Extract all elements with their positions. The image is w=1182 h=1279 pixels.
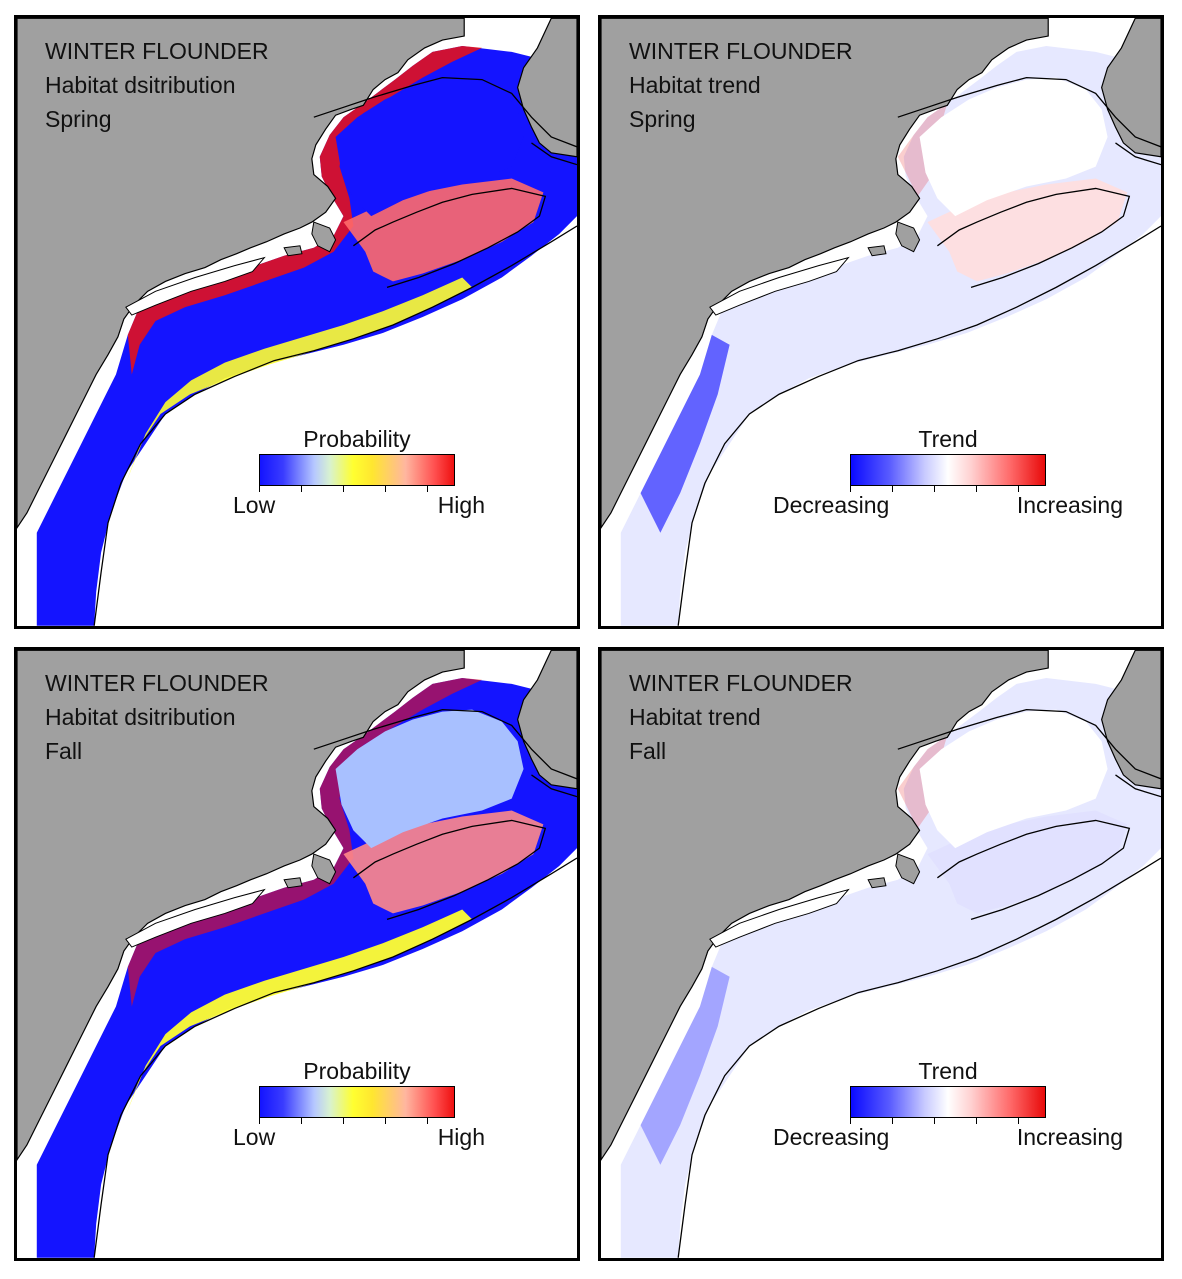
isobath-line — [1115, 142, 1161, 166]
map-canvas — [17, 18, 577, 626]
legend-title: Trend — [918, 426, 978, 452]
long-island — [125, 888, 266, 948]
isobath-line — [313, 76, 577, 148]
land-mass — [17, 18, 465, 529]
legend-low-label: Decreasing — [773, 1124, 890, 1150]
land-mass-nova-scotia — [1101, 650, 1161, 790]
gulf-of-maine-basin — [335, 709, 524, 849]
island — [283, 245, 303, 257]
isobath-line — [353, 819, 547, 920]
legend-low-label: Low — [233, 492, 276, 518]
land-mass — [17, 650, 465, 1161]
legend-labels: Decreasing Increasing — [773, 492, 1123, 522]
legend-colorbar — [850, 1086, 1046, 1118]
decreasing-trend-area — [640, 966, 730, 1165]
isobath-line — [313, 708, 577, 780]
land-mass-nova-scotia — [1101, 18, 1161, 158]
trend-legend: Trend Decreasing Increasing — [773, 1058, 1123, 1154]
cape-cod — [311, 221, 337, 253]
island — [867, 877, 887, 889]
high-probability-nearshore — [127, 45, 483, 375]
legend-high-label: High — [437, 492, 485, 518]
isobath-line — [677, 225, 1161, 626]
map-panel-fall-trend: WINTER FLOUNDER Habitat trend Fall Trend… — [598, 647, 1164, 1261]
long-island — [125, 256, 266, 316]
isobath-line — [937, 187, 1131, 288]
legend-title: Probability — [303, 426, 411, 452]
land-mass — [601, 650, 1049, 1161]
land-mass-nova-scotia — [517, 650, 577, 790]
probability-legend: Probability Low High — [227, 426, 487, 522]
legend-ticks — [259, 486, 455, 492]
isobath-line — [531, 142, 577, 166]
legend-labels: Low High — [227, 492, 487, 522]
legend-colorbar — [259, 454, 455, 486]
land-mass — [601, 18, 1049, 529]
habitat-transition-band — [125, 277, 473, 484]
season-title: Spring — [629, 106, 696, 132]
isobath-line — [531, 774, 577, 798]
high-probability-nearshore — [127, 677, 483, 1007]
map-canvas — [17, 650, 577, 1258]
trend-legend: Trend Decreasing Increasing — [773, 426, 1123, 522]
cape-cod — [311, 853, 337, 885]
legend-low-label: Low — [233, 1124, 276, 1150]
legend-ticks — [259, 1118, 455, 1124]
legend-ticks — [850, 1118, 1046, 1124]
legend-colorbar — [850, 454, 1046, 486]
gulf-of-maine-basin — [919, 709, 1108, 849]
legend-ticks — [850, 486, 1046, 492]
map-canvas — [601, 650, 1161, 1258]
legend-labels: Low High — [227, 1124, 487, 1154]
species-title: WINTER FLOUNDER — [45, 670, 269, 696]
season-title: Fall — [45, 738, 83, 764]
season-title: Spring — [45, 106, 112, 132]
cape-cod — [895, 221, 921, 253]
legend-high-label: Increasing — [1016, 492, 1123, 518]
panel-title: WINTER FLOUNDER Habitat dsitribution Fal… — [45, 666, 269, 768]
land-mass-nova-scotia — [517, 18, 577, 158]
island — [283, 877, 303, 889]
long-island — [709, 256, 850, 316]
map-panel-spring-trend: WINTER FLOUNDER Habitat trend Spring Tre… — [598, 15, 1164, 629]
season-title: Fall — [629, 738, 667, 764]
isobath-line — [937, 819, 1131, 920]
legend-low-label: Decreasing — [773, 492, 890, 518]
legend-title: Trend — [918, 1058, 978, 1084]
panel-title: WINTER FLOUNDER Habitat trend Spring — [629, 34, 853, 136]
legend-high-label: High — [437, 1124, 485, 1150]
species-title: WINTER FLOUNDER — [45, 38, 269, 64]
isobath-line — [93, 225, 577, 626]
island — [867, 245, 887, 257]
legend-labels: Decreasing Increasing — [773, 1124, 1123, 1154]
map-panel-spring-distribution: WINTER FLOUNDER Habitat dsitribution Spr… — [14, 15, 580, 629]
decreasing-trend-area — [640, 334, 730, 533]
isobath-line — [897, 76, 1161, 148]
habitat-transition-band — [125, 909, 473, 1116]
map-type-title: Habitat trend — [629, 704, 761, 730]
isobath-line — [897, 708, 1161, 780]
isobath-line — [677, 857, 1161, 1258]
legend-title: Probability — [303, 1058, 411, 1084]
cape-cod — [895, 853, 921, 885]
panel-title: WINTER FLOUNDER Habitat trend Fall — [629, 666, 853, 768]
map-panel-fall-distribution: WINTER FLOUNDER Habitat dsitribution Fal… — [14, 647, 580, 1261]
probability-legend: Probability Low High — [227, 1058, 487, 1154]
isobath-line — [353, 187, 547, 288]
species-title: WINTER FLOUNDER — [629, 670, 853, 696]
map-type-title: Habitat trend — [629, 72, 761, 98]
gulf-of-maine-basin — [335, 77, 524, 217]
long-island — [709, 888, 850, 948]
gulf-of-maine-basin — [919, 77, 1108, 217]
panel-title: WINTER FLOUNDER Habitat dsitribution Spr… — [45, 34, 269, 136]
isobath-line — [93, 857, 577, 1258]
map-type-title: Habitat dsitribution — [45, 704, 236, 730]
species-title: WINTER FLOUNDER — [629, 38, 853, 64]
isobath-line — [1115, 774, 1161, 798]
legend-colorbar — [259, 1086, 455, 1118]
map-canvas — [601, 18, 1161, 626]
map-type-title: Habitat dsitribution — [45, 72, 236, 98]
legend-high-label: Increasing — [1016, 1124, 1123, 1150]
